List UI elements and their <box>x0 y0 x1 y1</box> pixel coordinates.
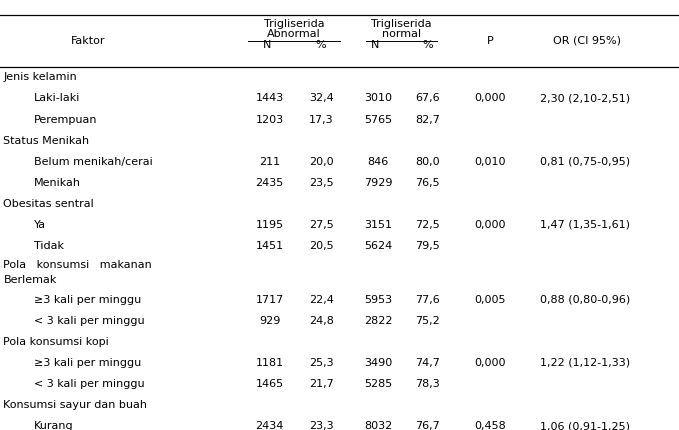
Text: 1,06 (0,91-1,25): 1,06 (0,91-1,25) <box>540 421 630 430</box>
Text: Faktor: Faktor <box>71 36 105 46</box>
Text: 25,3: 25,3 <box>309 358 333 368</box>
Text: Konsumsi sayur dan buah: Konsumsi sayur dan buah <box>3 400 147 410</box>
Text: Trigliserida: Trigliserida <box>371 18 432 29</box>
Text: < 3 kali per minggu: < 3 kali per minggu <box>34 379 145 389</box>
Text: 2434: 2434 <box>255 421 284 430</box>
Text: 21,7: 21,7 <box>309 379 333 389</box>
Text: 76,5: 76,5 <box>416 178 440 188</box>
Text: N: N <box>371 40 380 50</box>
Text: 0,010: 0,010 <box>475 157 506 167</box>
Text: 0,81 (0,75-0,95): 0,81 (0,75-0,95) <box>540 157 630 167</box>
Text: 74,7: 74,7 <box>416 358 440 368</box>
Text: Obesitas sentral: Obesitas sentral <box>3 199 94 209</box>
Text: 5624: 5624 <box>364 241 392 251</box>
Text: 20,0: 20,0 <box>309 157 333 167</box>
Text: 5765: 5765 <box>364 114 392 125</box>
Text: 5285: 5285 <box>364 379 392 389</box>
Text: Pola   konsumsi   makanan: Pola konsumsi makanan <box>3 260 152 270</box>
Text: 23,3: 23,3 <box>309 421 333 430</box>
Text: 82,7: 82,7 <box>416 114 440 125</box>
Text: normal: normal <box>382 28 421 39</box>
Text: P: P <box>487 36 494 46</box>
Text: ≥3 kali per minggu: ≥3 kali per minggu <box>34 358 141 368</box>
Text: 211: 211 <box>259 157 280 167</box>
Text: 0,005: 0,005 <box>475 295 506 305</box>
Text: 929: 929 <box>259 316 280 326</box>
Text: 78,3: 78,3 <box>416 379 440 389</box>
Text: 2435: 2435 <box>255 178 284 188</box>
Text: 3010: 3010 <box>364 93 392 104</box>
Text: Ya: Ya <box>34 220 46 230</box>
Text: 79,5: 79,5 <box>416 241 440 251</box>
Text: 3151: 3151 <box>364 220 392 230</box>
Text: 0,000: 0,000 <box>475 220 506 230</box>
Text: Laki-laki: Laki-laki <box>34 93 80 104</box>
Text: 1,47 (1,35-1,61): 1,47 (1,35-1,61) <box>540 220 630 230</box>
Text: 0,000: 0,000 <box>475 358 506 368</box>
Text: Menikah: Menikah <box>34 178 81 188</box>
Text: 20,5: 20,5 <box>309 241 333 251</box>
Text: 22,4: 22,4 <box>309 295 333 305</box>
Text: %: % <box>422 40 433 50</box>
Text: Trigliserida: Trigliserida <box>263 18 325 29</box>
Text: 2,30 (2,10-2,51): 2,30 (2,10-2,51) <box>540 93 630 104</box>
Text: 846: 846 <box>367 157 389 167</box>
Text: Tidak: Tidak <box>34 241 64 251</box>
Text: 1,22 (1,12-1,33): 1,22 (1,12-1,33) <box>540 358 630 368</box>
Text: 32,4: 32,4 <box>309 93 333 104</box>
Text: Perempuan: Perempuan <box>34 114 98 125</box>
Text: 1443: 1443 <box>255 93 284 104</box>
Text: 3490: 3490 <box>364 358 392 368</box>
Text: Kurang: Kurang <box>34 421 73 430</box>
Text: Jenis kelamin: Jenis kelamin <box>3 72 77 83</box>
Text: Pola konsumsi kopi: Pola konsumsi kopi <box>3 337 109 347</box>
Text: N: N <box>263 40 271 50</box>
Text: 80,0: 80,0 <box>416 157 440 167</box>
Text: Berlemak: Berlemak <box>3 275 57 285</box>
Text: 0,000: 0,000 <box>475 93 506 104</box>
Text: 1195: 1195 <box>255 220 284 230</box>
Text: 5953: 5953 <box>364 295 392 305</box>
Text: 1465: 1465 <box>255 379 284 389</box>
Text: 72,5: 72,5 <box>416 220 440 230</box>
Text: 75,2: 75,2 <box>416 316 440 326</box>
Text: 1451: 1451 <box>255 241 284 251</box>
Text: 1181: 1181 <box>255 358 284 368</box>
Text: 27,5: 27,5 <box>309 220 333 230</box>
Text: %: % <box>316 40 327 50</box>
Text: 1203: 1203 <box>255 114 284 125</box>
Text: 1717: 1717 <box>255 295 284 305</box>
Text: 23,5: 23,5 <box>309 178 333 188</box>
Text: 77,6: 77,6 <box>416 295 440 305</box>
Text: 0,458: 0,458 <box>475 421 506 430</box>
Text: Belum menikah/cerai: Belum menikah/cerai <box>34 157 153 167</box>
Text: OR (CI 95%): OR (CI 95%) <box>553 36 621 46</box>
Text: ≥3 kali per minggu: ≥3 kali per minggu <box>34 295 141 305</box>
Text: 17,3: 17,3 <box>309 114 333 125</box>
Text: 8032: 8032 <box>364 421 392 430</box>
Text: < 3 kali per minggu: < 3 kali per minggu <box>34 316 145 326</box>
Text: Abnormal: Abnormal <box>267 28 321 39</box>
Text: 2822: 2822 <box>364 316 392 326</box>
Text: 0,88 (0,80-0,96): 0,88 (0,80-0,96) <box>540 295 630 305</box>
Text: 76,7: 76,7 <box>416 421 440 430</box>
Text: 67,6: 67,6 <box>416 93 440 104</box>
Text: Status Menikah: Status Menikah <box>3 135 90 146</box>
Text: 7929: 7929 <box>364 178 392 188</box>
Text: 24,8: 24,8 <box>309 316 333 326</box>
